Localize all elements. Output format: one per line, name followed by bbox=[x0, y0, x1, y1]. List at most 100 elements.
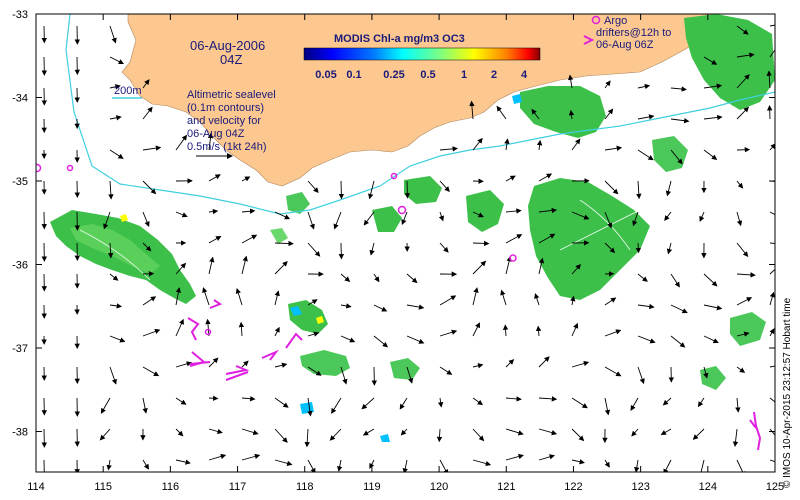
current-arrow bbox=[637, 83, 651, 90]
current-arrow bbox=[637, 335, 656, 344]
current-arrow bbox=[536, 139, 543, 151]
current-arrow bbox=[604, 145, 623, 151]
x-tick-label: 124 bbox=[699, 481, 717, 493]
argo-legend-chevron bbox=[583, 35, 595, 45]
y-tick-label: -34 bbox=[12, 93, 28, 105]
current-arrow bbox=[208, 428, 223, 435]
current-arrow bbox=[670, 273, 680, 288]
current-arrow bbox=[142, 180, 157, 195]
current-arrow bbox=[637, 273, 648, 282]
current-arrow bbox=[604, 297, 617, 306]
current-arrow bbox=[505, 175, 516, 182]
current-arrow bbox=[568, 74, 574, 89]
current-arrow bbox=[274, 211, 291, 220]
current-arrow bbox=[109, 273, 119, 281]
current-arrow bbox=[534, 293, 540, 306]
current-arrow bbox=[400, 428, 408, 436]
current-arrow bbox=[307, 331, 320, 337]
current-arrow bbox=[274, 459, 293, 466]
current-arrow bbox=[241, 234, 258, 244]
current-arrow bbox=[107, 242, 114, 259]
current-arrow bbox=[373, 335, 389, 348]
current-arrow bbox=[373, 273, 380, 283]
land-mass bbox=[121, 14, 719, 187]
current-arrow bbox=[604, 180, 619, 195]
current-arrow bbox=[472, 287, 479, 306]
current-arrow bbox=[175, 361, 193, 368]
current-arrow bbox=[571, 138, 581, 151]
argo-drifter-tracks bbox=[187, 299, 762, 451]
current-arrow bbox=[175, 211, 188, 218]
x-tick-label: 123 bbox=[631, 481, 649, 493]
current-arrow bbox=[337, 459, 343, 472]
current-arrow bbox=[175, 318, 184, 337]
current-arrow bbox=[340, 366, 348, 385]
current-arrow bbox=[637, 114, 655, 120]
current-arrow bbox=[769, 459, 775, 463]
colorbar-tick-label: 0.25 bbox=[383, 69, 404, 81]
colorbar-tick-label: 1 bbox=[461, 69, 467, 81]
current-arrow bbox=[632, 211, 639, 227]
current-arrow bbox=[439, 295, 457, 306]
current-arrow bbox=[208, 357, 219, 368]
current-arrow bbox=[604, 80, 611, 89]
current-arrow bbox=[604, 211, 613, 229]
current-arrow bbox=[535, 325, 542, 337]
current-arrow bbox=[439, 329, 458, 337]
current-arrow bbox=[175, 397, 187, 405]
current-arrow bbox=[660, 428, 672, 436]
current-arrow bbox=[571, 322, 579, 337]
current-arrow bbox=[666, 242, 673, 255]
altimetry-annotation: Altimetric sealevel (0.1m contours) and … bbox=[187, 89, 276, 159]
colorbar-title: MODIS Chl-a mg/m3 OC3 bbox=[334, 33, 465, 45]
current-arrow bbox=[769, 211, 775, 216]
current-arrow bbox=[362, 428, 375, 436]
x-tick-label: 125 bbox=[766, 481, 784, 493]
current-arrow bbox=[142, 296, 157, 306]
current-arrow bbox=[635, 242, 642, 254]
current-arrow bbox=[109, 56, 125, 64]
current-arrow bbox=[604, 366, 622, 377]
current-arrow bbox=[109, 303, 123, 309]
current-arrow bbox=[241, 453, 261, 461]
time-label: 04Z bbox=[220, 52, 242, 67]
current-arrow bbox=[333, 211, 342, 230]
current-arrow bbox=[769, 291, 775, 306]
current-arrow bbox=[571, 397, 588, 409]
current-arrow bbox=[538, 454, 555, 461]
current-arrow bbox=[472, 397, 484, 406]
current-arrow bbox=[538, 207, 558, 214]
argo-legend-line2: drifters@12h to bbox=[596, 27, 671, 39]
current-arrow bbox=[703, 83, 723, 89]
current-arrow bbox=[703, 273, 718, 287]
current-arrow bbox=[109, 115, 122, 121]
current-arrow bbox=[307, 211, 315, 230]
current-arrow bbox=[175, 459, 191, 465]
annotation-line1: Altimetric sealevel bbox=[187, 89, 276, 101]
current-arrow bbox=[500, 289, 507, 306]
current-arrow bbox=[604, 108, 614, 120]
x-tick-label: 119 bbox=[363, 481, 381, 493]
current-arrow bbox=[670, 86, 687, 92]
legend-200m-label: 200m bbox=[114, 85, 142, 97]
current-arrow bbox=[331, 397, 342, 414]
y-tick-label: -36 bbox=[12, 260, 28, 272]
current-arrow bbox=[736, 242, 749, 258]
y-tick-label: -35 bbox=[12, 176, 28, 188]
current-arrow bbox=[505, 255, 512, 275]
current-arrow bbox=[436, 428, 443, 443]
colorbar-tick-label: 2 bbox=[491, 69, 497, 81]
credit-label: © IMOS 10-Apr-2015 23:12:57 Hobart time bbox=[782, 297, 793, 488]
current-arrow bbox=[665, 180, 672, 197]
current-arrow bbox=[208, 395, 219, 401]
current-arrow bbox=[769, 242, 775, 244]
current-arrow bbox=[368, 180, 375, 200]
current-arrow bbox=[142, 211, 150, 228]
current-arrow bbox=[735, 397, 741, 413]
current-arrow bbox=[670, 304, 688, 314]
x-axis: 114 115 116 117 118 119 120 121 122 123 124 125 bbox=[27, 14, 784, 493]
current-arrow bbox=[142, 79, 150, 89]
argo-legend: Argo drifters@12h to 06-Aug 06Z bbox=[583, 15, 671, 51]
y-axis: -33 -34 -35 -36 -37 -38 bbox=[12, 9, 775, 439]
current-arrow bbox=[531, 108, 540, 120]
